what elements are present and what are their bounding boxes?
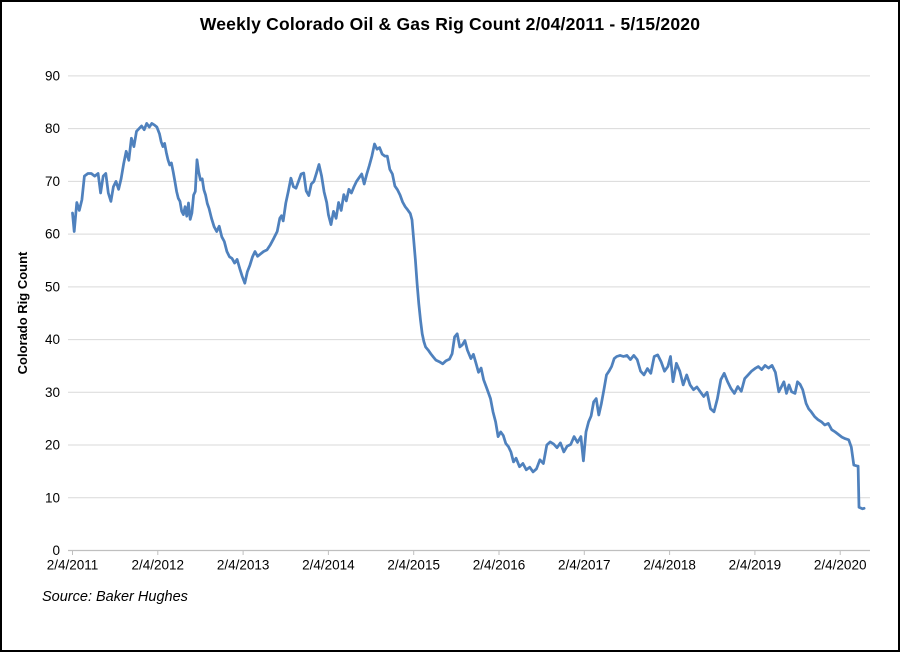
y-tick-label-90: 90 bbox=[45, 68, 60, 83]
x-tick-label-2/4/2017: 2/4/2017 bbox=[558, 558, 611, 573]
y-tick-label-10: 10 bbox=[45, 490, 60, 505]
rig-count-line bbox=[71, 122, 866, 511]
y-axis-title: Colorado Rig Count bbox=[15, 251, 30, 374]
x-tick-label-2/4/2012: 2/4/2012 bbox=[132, 558, 185, 573]
y-tick-label-40: 40 bbox=[45, 332, 60, 347]
y-tick-label-20: 20 bbox=[45, 438, 60, 453]
y-tick-label-30: 30 bbox=[45, 385, 60, 400]
y-tick-label-0: 0 bbox=[52, 543, 60, 558]
y-tick-label-50: 50 bbox=[45, 279, 60, 294]
x-tick-label-2/4/2016: 2/4/2016 bbox=[473, 558, 526, 573]
y-tick-label-80: 80 bbox=[45, 121, 60, 136]
x-tick-label-2/4/2011: 2/4/2011 bbox=[47, 558, 99, 573]
x-tick-label-2/4/2019: 2/4/2019 bbox=[729, 558, 782, 573]
x-tick-label-2/4/2013: 2/4/2013 bbox=[217, 558, 270, 573]
y-tick-label-70: 70 bbox=[45, 174, 60, 189]
chart-title: Weekly Colorado Oil & Gas Rig Count 2/04… bbox=[199, 14, 701, 34]
source-note: Source: Baker Hughes bbox=[42, 589, 188, 605]
x-tick-label-2/4/2020: 2/4/2020 bbox=[814, 558, 867, 573]
x-tick-label-2/4/2015: 2/4/2015 bbox=[387, 558, 440, 573]
x-tick-label-2/4/2014: 2/4/2014 bbox=[302, 558, 355, 573]
x-tick-label-2/4/2018: 2/4/2018 bbox=[643, 558, 696, 573]
y-tick-label-60: 60 bbox=[45, 227, 60, 242]
